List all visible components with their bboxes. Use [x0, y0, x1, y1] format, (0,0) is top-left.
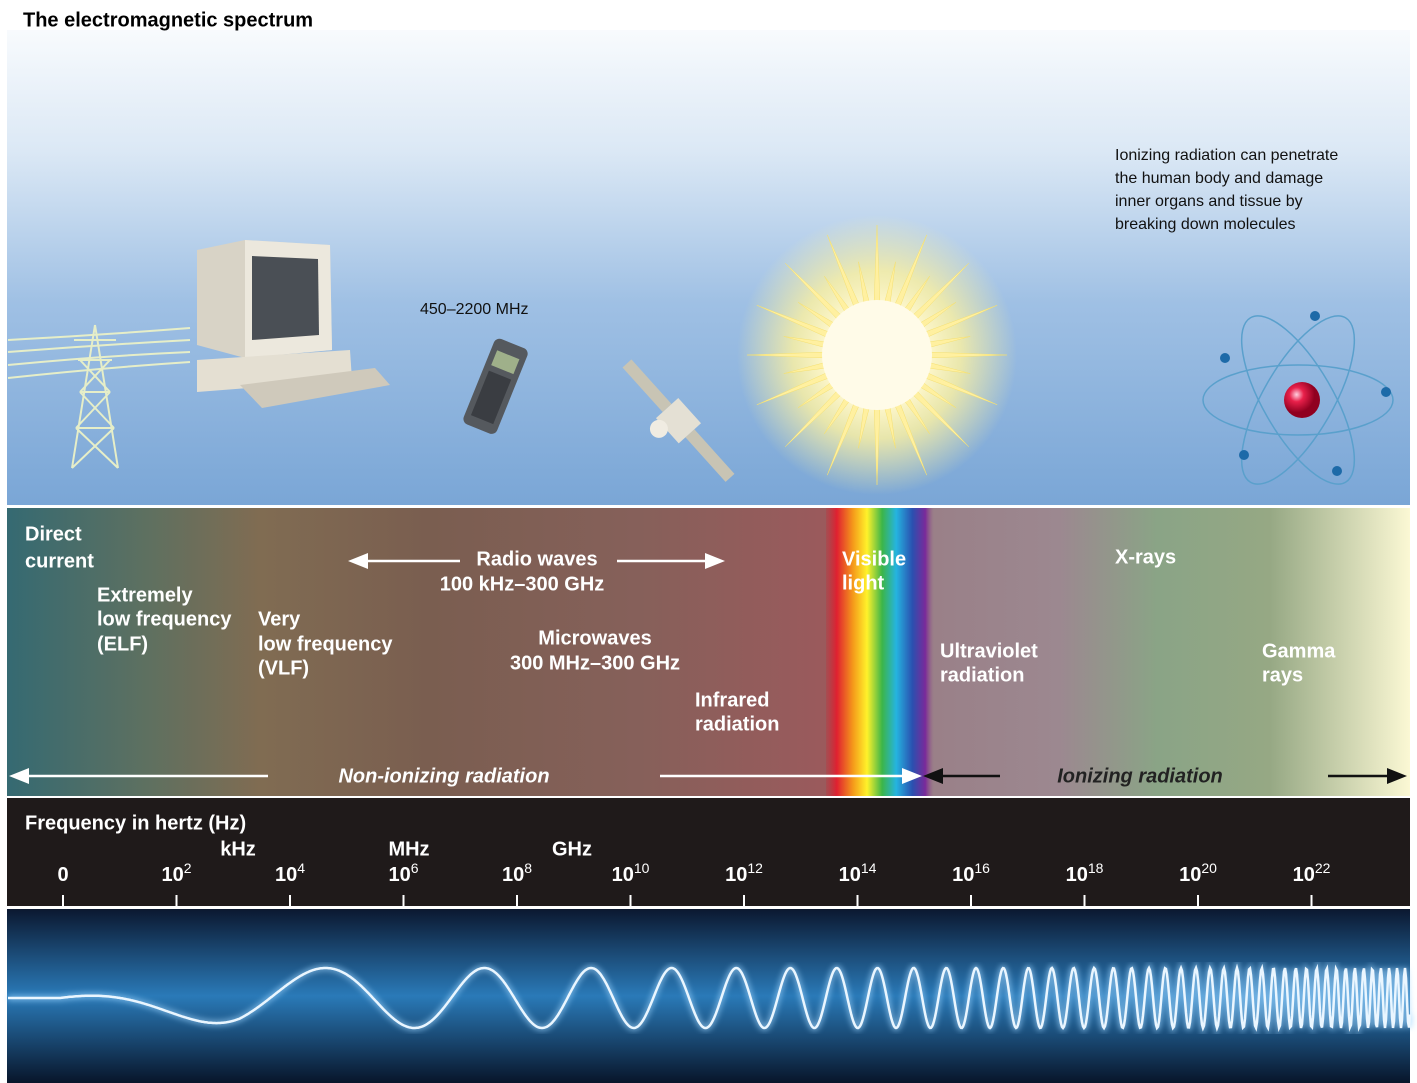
note-line: the human body and damage	[1115, 170, 1323, 187]
tick-exponent: 20	[1201, 860, 1217, 876]
tick-base: 10	[388, 864, 410, 886]
tick-base: 10	[1066, 864, 1088, 886]
band-label: Radio waves	[476, 548, 597, 570]
unit-label: GHz	[552, 838, 592, 860]
unit-label: kHz	[220, 838, 256, 860]
tick-exponent: 18	[1088, 860, 1104, 876]
tick-exponent: 14	[861, 860, 877, 876]
sun-icon	[737, 215, 1017, 495]
note-line: breaking down molecules	[1115, 216, 1296, 233]
phone-label: 450–2200 MHz	[420, 301, 529, 318]
band-label: Very	[258, 608, 301, 630]
tick-exponent: 22	[1315, 860, 1331, 876]
non-ionizing-label: Non-ionizing radiation	[338, 765, 549, 787]
ionizing-label: Ionizing radiation	[1057, 765, 1223, 787]
band-label: Gamma	[1262, 640, 1336, 662]
tick-exponent: 2	[184, 860, 192, 876]
tick-label: 0	[57, 864, 68, 886]
note-line: Ionizing radiation can penetrate	[1115, 147, 1338, 164]
band-label: rays	[1262, 664, 1303, 686]
infographic: The electromagnetic spectrum Ionizing ra…	[0, 0, 1417, 1083]
title: The electromagnetic spectrum	[23, 9, 313, 31]
tick-exponent: 8	[524, 860, 532, 876]
tick-base: 10	[725, 864, 747, 886]
band-label: radiation	[695, 713, 779, 735]
band-label: Microwaves	[538, 627, 651, 649]
note-line: inner organs and tissue by	[1115, 193, 1303, 210]
band-label: current	[25, 550, 94, 572]
band-label: low frequency	[258, 633, 393, 655]
tick-base: 10	[952, 864, 974, 886]
tick-base: 10	[275, 864, 297, 886]
spectrum-band	[7, 508, 1410, 796]
band-label: 100 kHz–300 GHz	[440, 573, 605, 595]
tick-base: 10	[161, 864, 183, 886]
band-label: Direct	[25, 523, 82, 545]
tick-exponent: 6	[411, 860, 419, 876]
tick-exponent: 12	[747, 860, 763, 876]
tick-base: 10	[612, 864, 634, 886]
band-label: (ELF)	[97, 633, 148, 655]
tick-exponent: 4	[297, 860, 305, 876]
band-label: light	[842, 572, 885, 594]
band-label: (VLF)	[258, 657, 309, 679]
tick-exponent: 10	[634, 860, 650, 876]
tick-base: 10	[1293, 864, 1315, 886]
tick-exponent: 16	[974, 860, 990, 876]
tick-base: 10	[502, 864, 524, 886]
band-label: X-rays	[1115, 546, 1176, 568]
band-label: low frequency	[97, 608, 232, 630]
band-label: 300 MHz–300 GHz	[510, 652, 680, 674]
tick-base: 10	[1179, 864, 1201, 886]
tick-base: 0	[57, 864, 68, 886]
band-label: radiation	[940, 664, 1024, 686]
band-label: Visible	[842, 548, 906, 570]
axis-title: Frequency in hertz (Hz)	[25, 812, 246, 834]
band-label: Ultraviolet	[940, 640, 1038, 662]
band-label: Infrared	[695, 689, 769, 711]
tick-base: 10	[839, 864, 861, 886]
band-label: Extremely	[97, 584, 193, 606]
unit-label: MHz	[388, 838, 429, 860]
